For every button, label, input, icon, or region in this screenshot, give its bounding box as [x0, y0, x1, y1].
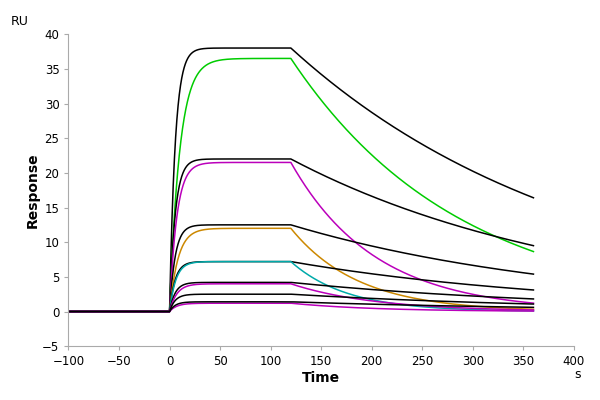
X-axis label: Time: Time: [302, 371, 340, 385]
Y-axis label: Response: Response: [25, 152, 40, 228]
Text: s: s: [574, 368, 580, 381]
Text: RU: RU: [10, 15, 28, 28]
